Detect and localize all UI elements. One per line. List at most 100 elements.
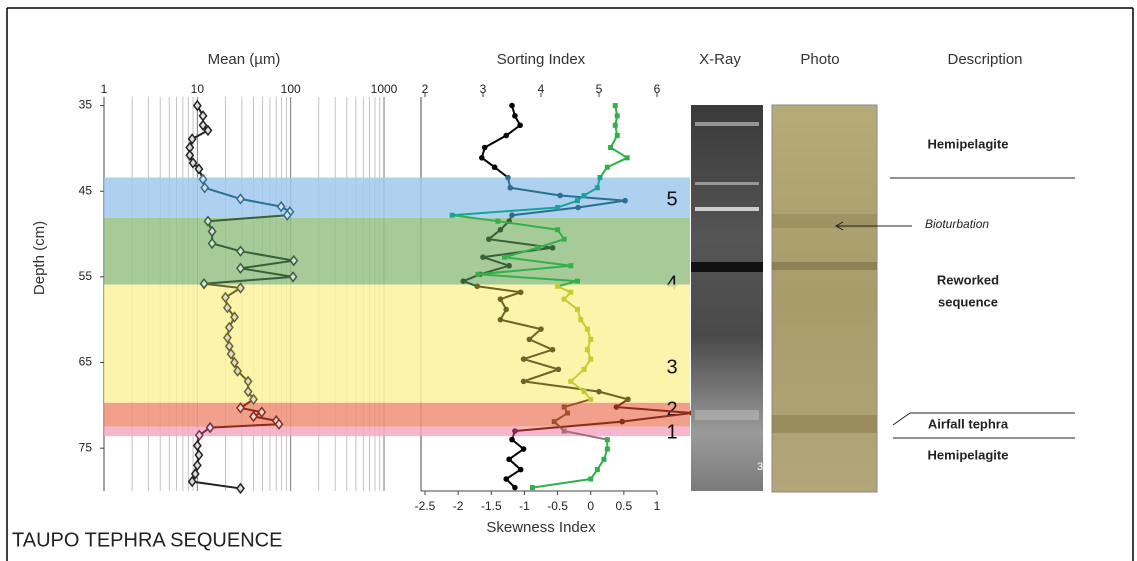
line-segment [240,267,294,278]
point [568,289,574,295]
column-header: X-Ray [699,51,741,68]
point [517,466,524,473]
point [588,476,594,482]
point [475,271,481,277]
point [581,366,587,372]
line-segment [622,412,692,423]
line-segment [616,406,692,415]
point [198,173,208,185]
point [509,436,515,443]
point [517,122,523,129]
point [230,311,239,323]
point [194,449,204,461]
band-label: 5 [666,188,677,210]
line-segment [192,480,241,490]
description: sequence [938,294,998,309]
point [243,385,253,398]
point [236,482,245,495]
line-segment [564,430,608,441]
point [597,175,603,181]
point [205,421,215,434]
point [588,396,594,402]
point [624,155,630,161]
point [517,289,524,296]
point [604,164,610,170]
x-tick-label: 3 [480,82,487,96]
y-tick-label: 75 [79,440,93,454]
point [243,375,253,388]
point [257,406,267,418]
y-tick-label: 65 [79,355,93,369]
line-segment [240,197,282,208]
frame [6,7,1134,561]
line-segment [210,423,280,429]
line-segment [610,146,628,159]
point [594,467,600,473]
line-segment [560,194,626,202]
point [588,336,594,342]
point [578,317,584,323]
line-segment [211,242,241,253]
line-segment [514,420,623,433]
description: Bioturbation [925,217,989,231]
point [236,245,245,257]
line-segment [511,206,579,217]
line-segment [497,220,558,231]
point [185,149,195,161]
point [481,144,488,151]
point [526,336,533,343]
point [236,282,245,294]
point [249,393,258,406]
point [509,212,515,218]
point [581,389,587,395]
point [614,113,620,119]
point [574,198,580,204]
line-segment [203,275,294,285]
point [557,192,563,199]
band [104,177,690,218]
point [608,145,614,151]
band [104,402,690,427]
line-segment [505,124,521,137]
point [561,428,567,434]
line-segment [523,348,553,361]
x2-tick-label: -0.5 [547,499,568,513]
point [194,163,204,175]
y-tick-label: 45 [79,183,93,197]
line-segment [493,166,509,179]
line-segment [477,285,521,294]
point [503,132,510,139]
line-segment [528,338,554,351]
point [495,218,501,224]
point [529,485,535,491]
point [604,437,610,443]
band-label: 4 [666,272,677,294]
descriptions: Hemipelagite Bioturbation Reworked seque… [834,136,1075,462]
point [503,476,510,482]
point [486,236,492,242]
point [249,410,258,423]
line-segment [577,199,626,209]
point [274,418,284,430]
point [491,164,498,171]
point [224,321,234,334]
point [200,182,210,194]
point [187,475,197,488]
point [506,262,512,269]
line-segment [523,358,559,371]
point [187,133,197,145]
point [612,103,618,109]
point [568,263,574,269]
point [497,316,504,323]
point [612,122,618,128]
point [233,365,243,377]
line-segment [504,246,538,259]
point [289,254,299,267]
axis-title: Sorting Index [497,51,586,68]
line-segment [484,134,507,149]
point [512,428,518,434]
description: Hemipelagite [928,136,1009,151]
point [192,99,202,112]
